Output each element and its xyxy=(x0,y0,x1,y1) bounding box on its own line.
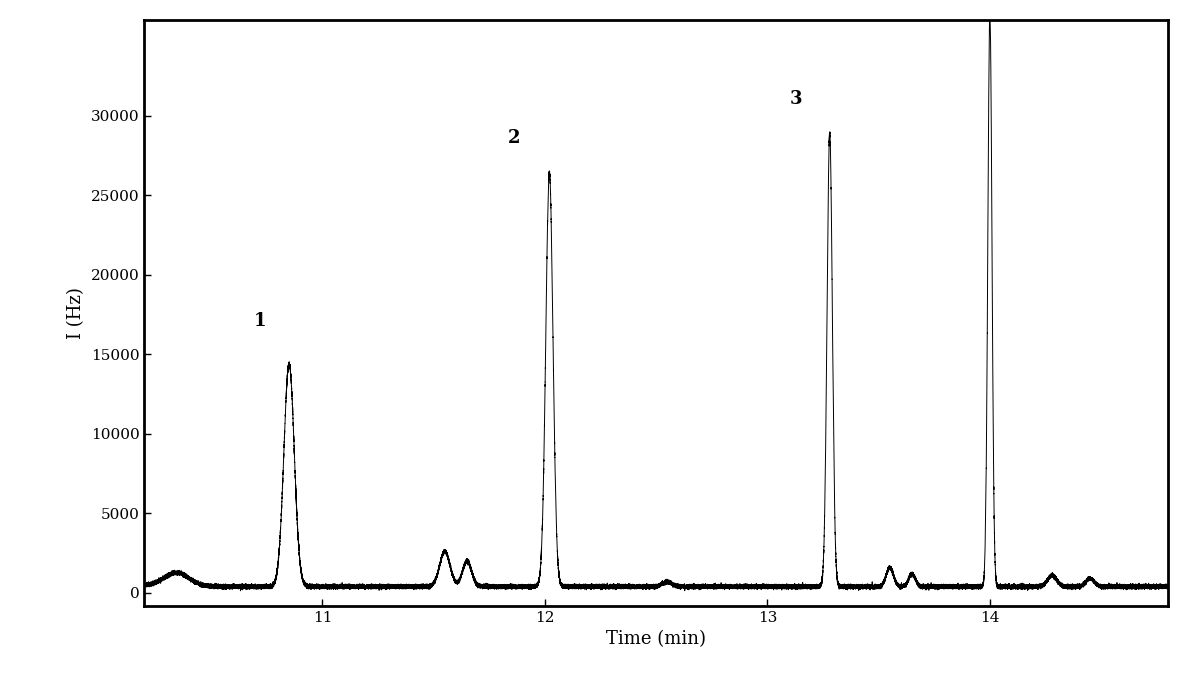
Text: 1: 1 xyxy=(254,312,266,330)
Y-axis label: I (Hz): I (Hz) xyxy=(67,287,85,339)
Text: 2: 2 xyxy=(508,129,520,147)
Text: 3: 3 xyxy=(790,90,803,108)
X-axis label: Time (min): Time (min) xyxy=(606,630,707,648)
